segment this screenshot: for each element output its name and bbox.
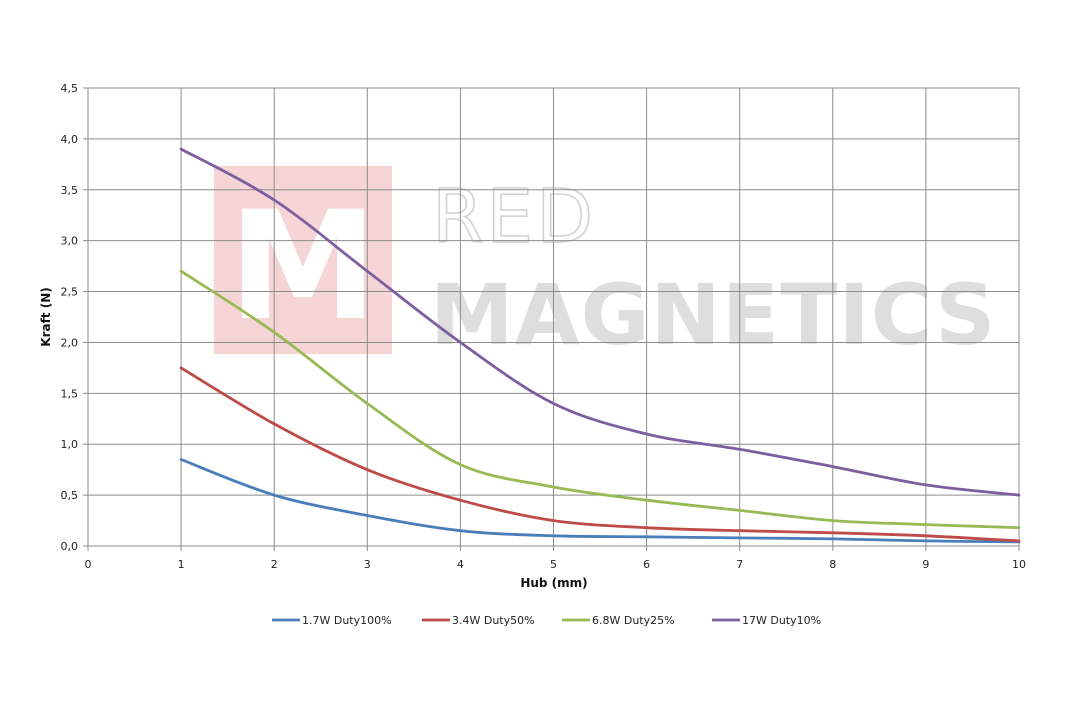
legend-label: 1.7W Duty100%: [302, 614, 392, 627]
y-tick-label: 4,0: [61, 133, 79, 146]
x-tick-label: 2: [271, 558, 278, 571]
y-tick-label: 2,0: [61, 336, 79, 349]
watermark-logo-box: [214, 166, 392, 354]
y-tick-label: 3,0: [61, 235, 79, 248]
x-tick-label: 5: [550, 558, 557, 571]
watermark-text-magnetics: MAGNETICS: [430, 266, 996, 364]
watermark: M RED MAGNETICS: [214, 166, 996, 364]
y-tick-label: 0,0: [61, 540, 79, 553]
x-tick-label: 9: [922, 558, 929, 571]
y-tick-label: 0,5: [61, 489, 79, 502]
y-axis-title: Kraft (N): [39, 287, 53, 346]
series-line-4: [179, 147, 1021, 497]
series-line-1: [179, 458, 1021, 544]
y-tick-label: 2,5: [61, 286, 79, 299]
legend-label: 6.8W Duty25%: [592, 614, 675, 627]
y-tick-label: 4,5: [61, 82, 79, 95]
y-tick-label: 3,5: [61, 184, 79, 197]
x-tick-label: 1: [178, 558, 185, 571]
series-line-2: [179, 366, 1021, 543]
y-tick-label: 1,5: [61, 387, 79, 400]
legend-label: 3.4W Duty50%: [452, 614, 535, 627]
x-tick-label: 7: [736, 558, 743, 571]
tick-labels: 0,0 0,5 1,0 1,5 2,0 2,5 3,0 3,5 4,0 4,5 0 1 2 3 4 5 6 7 8 9…: [61, 82, 1027, 571]
watermark-logo-letter: M: [228, 180, 377, 354]
x-tick-label: 10: [1012, 558, 1026, 571]
series-line-3: [179, 269, 1021, 530]
legend-label: 17W Duty10%: [742, 614, 821, 627]
legend: 1.7W Duty100% 3.4W Duty50% 6.8W Duty25% 17W…: [272, 614, 821, 627]
grid: [83, 87, 1020, 551]
x-tick-label: 0: [85, 558, 92, 571]
x-tick-label: 3: [364, 558, 371, 571]
x-tick-label: 6: [643, 558, 650, 571]
x-tick-label: 4: [457, 558, 464, 571]
series-lines: [179, 147, 1021, 544]
y-tick-label: 1,0: [61, 438, 79, 451]
watermark-text-red: RED: [432, 174, 596, 260]
x-axis-title: Hub (mm): [520, 576, 587, 590]
x-tick-label: 8: [829, 558, 836, 571]
